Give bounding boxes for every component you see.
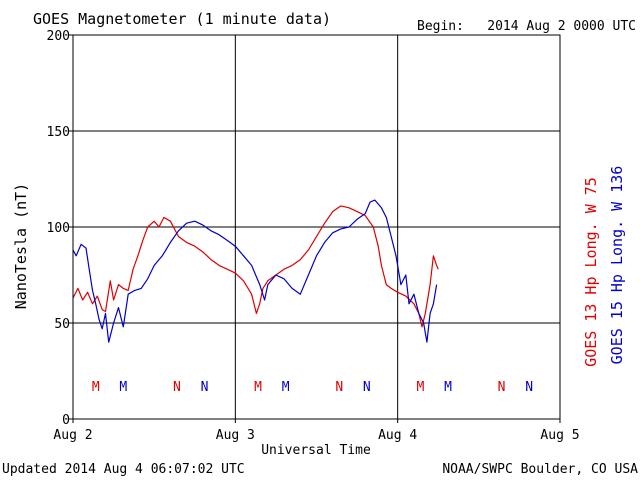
marker-n: N	[335, 380, 343, 395]
legend-goes15-name: GOES 15 Hp	[608, 274, 626, 364]
marker-m: M	[92, 380, 100, 395]
x-tick-label: Aug 5	[540, 428, 579, 443]
credit-text: NOAA/SWPC Boulder, CO USA	[442, 462, 638, 477]
marker-m: M	[282, 380, 290, 395]
x-tick-label: Aug 4	[378, 428, 417, 443]
legend-goes13: GOES 13 Hp Long. W 75	[582, 177, 600, 367]
y-tick-label: 150	[47, 125, 70, 140]
plot-frame	[72, 34, 561, 420]
x-tick-label: Aug 2	[53, 428, 92, 443]
series-line-goes13	[72, 205, 439, 328]
grid-lines	[73, 35, 560, 419]
chart-title: GOES Magnetometer (1 minute data)	[33, 10, 331, 28]
y-tick-label: 200	[47, 29, 70, 44]
y-axis-ticks: 0 50 100 150 200	[47, 29, 73, 428]
marker-m: M	[119, 380, 127, 395]
y-tick-label: 50	[54, 317, 70, 332]
begin-value: 2014 Aug 2 0000 UTC	[487, 19, 636, 34]
updated-timestamp: Updated 2014 Aug 4 06:07:02 UTC	[2, 462, 245, 477]
marker-m: M	[444, 380, 452, 395]
marker-n: N	[363, 380, 371, 395]
series-lines	[72, 199, 439, 343]
x-axis-ticks: Aug 2 Aug 3 Aug 4 Aug 5	[53, 419, 580, 443]
legend-goes13-name: GOES 13 Hp	[582, 277, 600, 367]
y-axis-label: NanoTesla (nT)	[12, 183, 30, 309]
begin-label: Begin:	[417, 19, 464, 34]
series-line-goes15	[72, 199, 438, 343]
marker-n: N	[525, 380, 533, 395]
marker-n: N	[173, 380, 181, 395]
legend-goes15: GOES 15 Hp Long. W 136	[608, 166, 626, 365]
y-tick-label: 0	[62, 413, 70, 428]
x-axis-label: Universal Time	[261, 443, 371, 458]
marker-m: M	[254, 380, 262, 395]
legend-goes13-long: Long. W 75	[582, 177, 600, 267]
x-tick-label: Aug 3	[216, 428, 255, 443]
marker-n: N	[201, 380, 209, 395]
legend-goes15-long: Long. W 136	[608, 166, 626, 265]
marker-n: N	[498, 380, 506, 395]
y-tick-label: 100	[47, 221, 70, 236]
marker-m: M	[416, 380, 424, 395]
